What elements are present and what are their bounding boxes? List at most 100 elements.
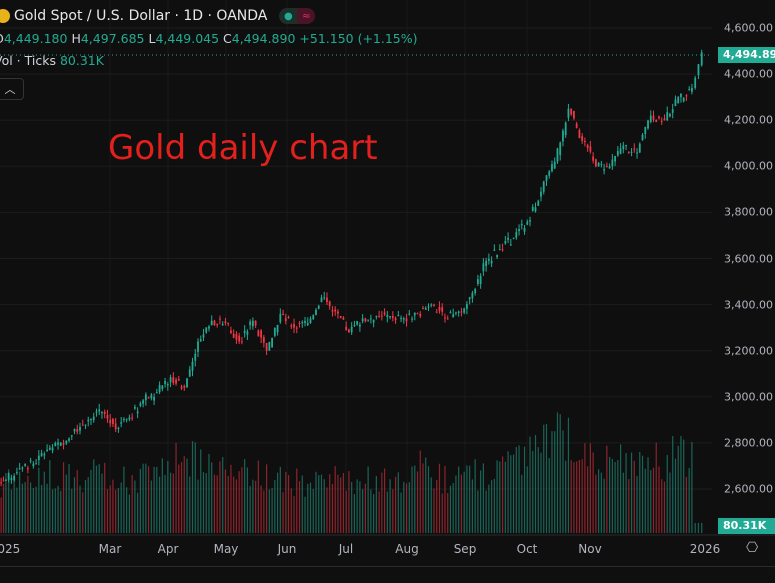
symbol-title[interactable]: Gold Spot / U.S. Dollar · 1D · OANDA — [14, 8, 268, 24]
candle-body — [59, 442, 62, 446]
candle-body — [636, 152, 638, 154]
price-tick-label: 4,200.00 — [724, 113, 773, 127]
candle-body — [551, 164, 553, 172]
volume-bar — [598, 469, 600, 533]
volume-bar — [323, 479, 325, 533]
price-tick-label: 3,600.00 — [724, 252, 773, 265]
volume-bar — [202, 472, 205, 533]
candle-body — [504, 240, 507, 244]
volume-bar — [43, 471, 45, 533]
volume-bar — [691, 441, 693, 533]
candle-body — [158, 384, 161, 393]
close-label: C — [223, 31, 232, 46]
candle-body — [523, 228, 526, 232]
candle-body — [361, 318, 364, 322]
volume-bar — [606, 445, 608, 533]
volume-bar — [54, 488, 56, 533]
candle-body — [485, 260, 488, 267]
volume-bar — [194, 442, 196, 533]
candle-body — [282, 313, 284, 316]
volume-bar — [628, 479, 630, 533]
volume-bar — [98, 464, 100, 533]
volume-bar — [592, 452, 594, 533]
volume-bar — [161, 458, 163, 533]
volume-bar — [5, 472, 7, 533]
high-label: H — [71, 31, 81, 46]
candle-body — [422, 307, 424, 309]
candle-body — [68, 438, 70, 441]
candle-body — [197, 341, 199, 352]
volume-bar — [576, 461, 578, 533]
candle-body — [79, 426, 81, 431]
candle-body — [512, 237, 515, 239]
volume-bar — [526, 466, 528, 533]
volume-bar — [131, 474, 133, 533]
chart-annotation[interactable]: Gold daily chart — [108, 128, 378, 168]
volume-bar — [351, 481, 353, 533]
volume-bar — [46, 483, 48, 533]
volume-bar — [123, 466, 125, 533]
volume-bar — [554, 431, 556, 533]
volume-bar — [40, 484, 43, 533]
volume-bar — [534, 434, 537, 533]
candle-body — [298, 322, 301, 324]
candle-body — [622, 145, 625, 150]
candle-body — [471, 293, 474, 299]
candle-body — [315, 309, 317, 315]
price-tick-label: 4,000.00 — [724, 159, 773, 173]
volume-bar — [425, 457, 427, 533]
volume-bar — [87, 477, 89, 533]
volume-bar — [680, 435, 682, 533]
volume-bar — [480, 470, 482, 533]
volume-bar — [559, 414, 561, 533]
candle-body — [487, 258, 490, 261]
volume-bar — [650, 470, 652, 533]
volume-bar — [427, 466, 430, 533]
volume-bar — [373, 494, 375, 533]
candle-body — [328, 301, 331, 307]
candle-body — [284, 318, 287, 321]
symbol-header[interactable]: Gold Spot / U.S. Dollar · 1D · OANDA ● ≈ — [0, 8, 316, 24]
settings-gear-icon[interactable]: ⎔ — [746, 540, 759, 556]
volume-bar — [587, 466, 589, 533]
candle-body — [136, 411, 139, 414]
candle-body — [290, 325, 293, 327]
volume-bar — [266, 464, 268, 533]
volume-bar — [298, 481, 301, 533]
candle-body — [413, 312, 416, 316]
collapse-legend-button[interactable]: ︿ — [0, 78, 24, 100]
volume-bar — [189, 476, 191, 533]
candle-body — [649, 115, 652, 123]
candle-body — [378, 316, 381, 318]
volume-bar — [697, 522, 700, 533]
time-tick-label: 2025 — [0, 542, 21, 556]
candle-body — [424, 307, 427, 310]
volume-legend[interactable]: Vol · Ticks 80.31K — [0, 53, 104, 68]
candle-body — [446, 318, 449, 320]
volume-bar — [449, 485, 452, 533]
volume-bar — [570, 460, 572, 533]
volume-bar — [68, 464, 70, 533]
candle-body — [262, 337, 265, 343]
volume-bar — [134, 480, 136, 533]
candle-body — [153, 396, 155, 401]
candle-body — [62, 442, 65, 445]
volume-bar — [318, 475, 320, 533]
candle-body — [101, 411, 103, 414]
volume-bar — [238, 471, 240, 533]
status-pill[interactable]: ● ≈ — [279, 8, 316, 24]
candle-body — [578, 130, 581, 139]
volume-bar — [276, 472, 279, 533]
price-tick-label: 3,000.00 — [724, 390, 773, 404]
volume-bar — [647, 457, 649, 533]
candle-body — [109, 419, 112, 424]
volume-bar — [205, 473, 207, 533]
volume-bar — [19, 471, 21, 533]
volume-bar — [227, 475, 229, 533]
candle-body — [194, 353, 197, 361]
candle-body — [685, 95, 688, 97]
volume-bar — [381, 472, 383, 533]
candle-body — [611, 159, 614, 167]
candle-body — [633, 148, 636, 150]
